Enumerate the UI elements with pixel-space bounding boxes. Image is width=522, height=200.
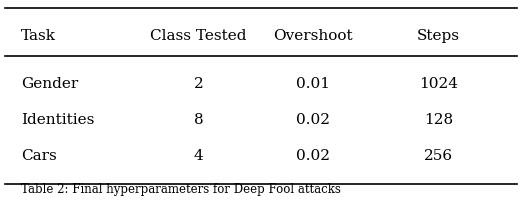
Text: 0.01: 0.01 — [296, 77, 330, 91]
Text: 2: 2 — [194, 77, 203, 91]
Text: 0.02: 0.02 — [296, 149, 330, 163]
Text: Overshoot: Overshoot — [274, 29, 353, 43]
Text: Task: Task — [21, 29, 56, 43]
Text: 256: 256 — [424, 149, 453, 163]
Text: Identities: Identities — [21, 113, 94, 127]
Text: 1024: 1024 — [419, 77, 458, 91]
Text: 4: 4 — [194, 149, 203, 163]
Text: Gender: Gender — [21, 77, 78, 91]
Text: 0.02: 0.02 — [296, 113, 330, 127]
Text: 8: 8 — [194, 113, 203, 127]
Text: 128: 128 — [424, 113, 453, 127]
Text: Table 2: Final hyperparameters for Deep Fool attacks: Table 2: Final hyperparameters for Deep … — [21, 183, 341, 196]
Text: Class Tested: Class Tested — [150, 29, 246, 43]
Text: Cars: Cars — [21, 149, 56, 163]
Text: Steps: Steps — [417, 29, 460, 43]
